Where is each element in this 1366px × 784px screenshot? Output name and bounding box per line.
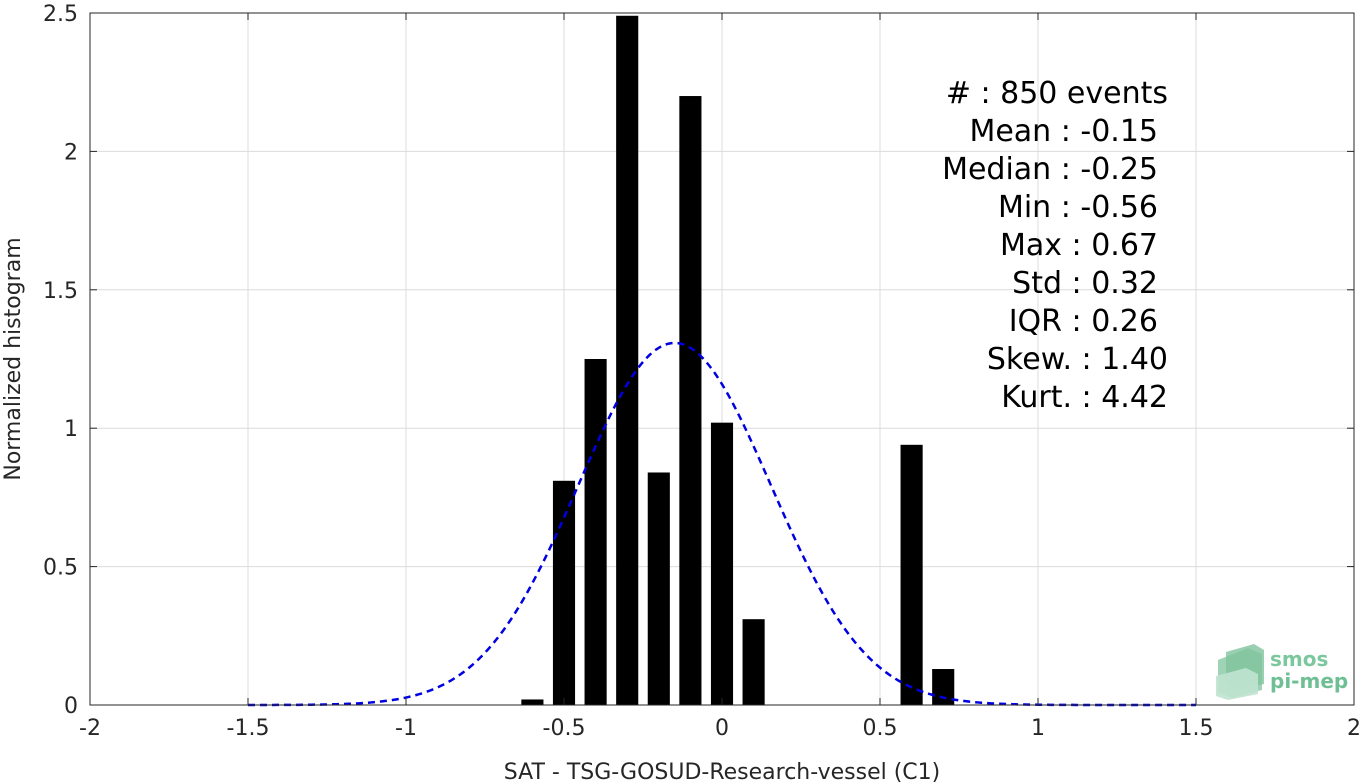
stats-line-8: Kurt. : 4.42 [1001,380,1168,415]
x-tick-label-4: 0 [715,716,729,741]
stats-line-2: Median : -0.25 [942,152,1158,187]
histogram-bar-8 [900,444,923,705]
stats-line-3: Min : -0.56 [998,190,1158,225]
y-tick-label-1: 0.5 [43,556,78,581]
histogram-bars [521,15,955,706]
logo-mark-icon [1216,644,1264,700]
histogram-bar-6 [710,422,734,705]
y-axis-label: Normalized histogram [1,237,26,480]
stats-line-6: IQR : 0.26 [1009,304,1158,339]
stats-line-5: Std : 0.32 [1012,266,1158,301]
axis-ticks: -2 -1.5 -1 -0.5 0 0.5 1 1.5 2 0 0.5 1 1.5 2 2.5 [43,2,1361,741]
x-axis-label: SAT - TSG-GOSUD-Research-vessel (C1) [504,760,941,784]
stats-line-1: Mean : -0.15 [969,114,1158,149]
histogram-bar-7 [742,619,765,705]
histogram-bar-5 [679,96,702,706]
histogram-bar-4 [647,472,670,705]
histogram-bar-2 [584,359,607,705]
stats-line-0: # : 850 events [946,76,1168,111]
x-tick-label-1: -1.5 [227,716,270,741]
histogram-bar-3 [616,15,639,705]
y-tick-label-2: 1 [64,417,78,442]
histogram-bar-9 [932,669,955,705]
x-tick-label-8: 2 [1347,716,1361,741]
histogram-bar-0 [521,699,544,705]
y-tick-label-4: 2 [64,140,78,165]
logo-text-pimep: pi-mep [1270,669,1348,693]
x-tick-label-0: -2 [79,716,101,741]
smos-pimep-logo: smos pi-mep [1216,644,1348,700]
stats-line-4: Max : 0.67 [1000,228,1158,263]
y-tick-label-0: 0 [64,694,78,719]
x-tick-label-6: 1 [1031,716,1045,741]
stats-line-7: Skew. : 1.40 [987,342,1168,377]
y-tick-label-3: 1.5 [43,279,78,304]
x-tick-label-2: -1 [395,716,417,741]
x-tick-label-7: 1.5 [1179,716,1214,741]
y-tick-label-5: 2.5 [43,2,78,27]
x-tick-label-3: -0.5 [543,716,586,741]
histogram-bar-1 [552,480,576,705]
x-tick-label-5: 0.5 [863,716,898,741]
logo-text-smos: smos [1270,647,1328,671]
